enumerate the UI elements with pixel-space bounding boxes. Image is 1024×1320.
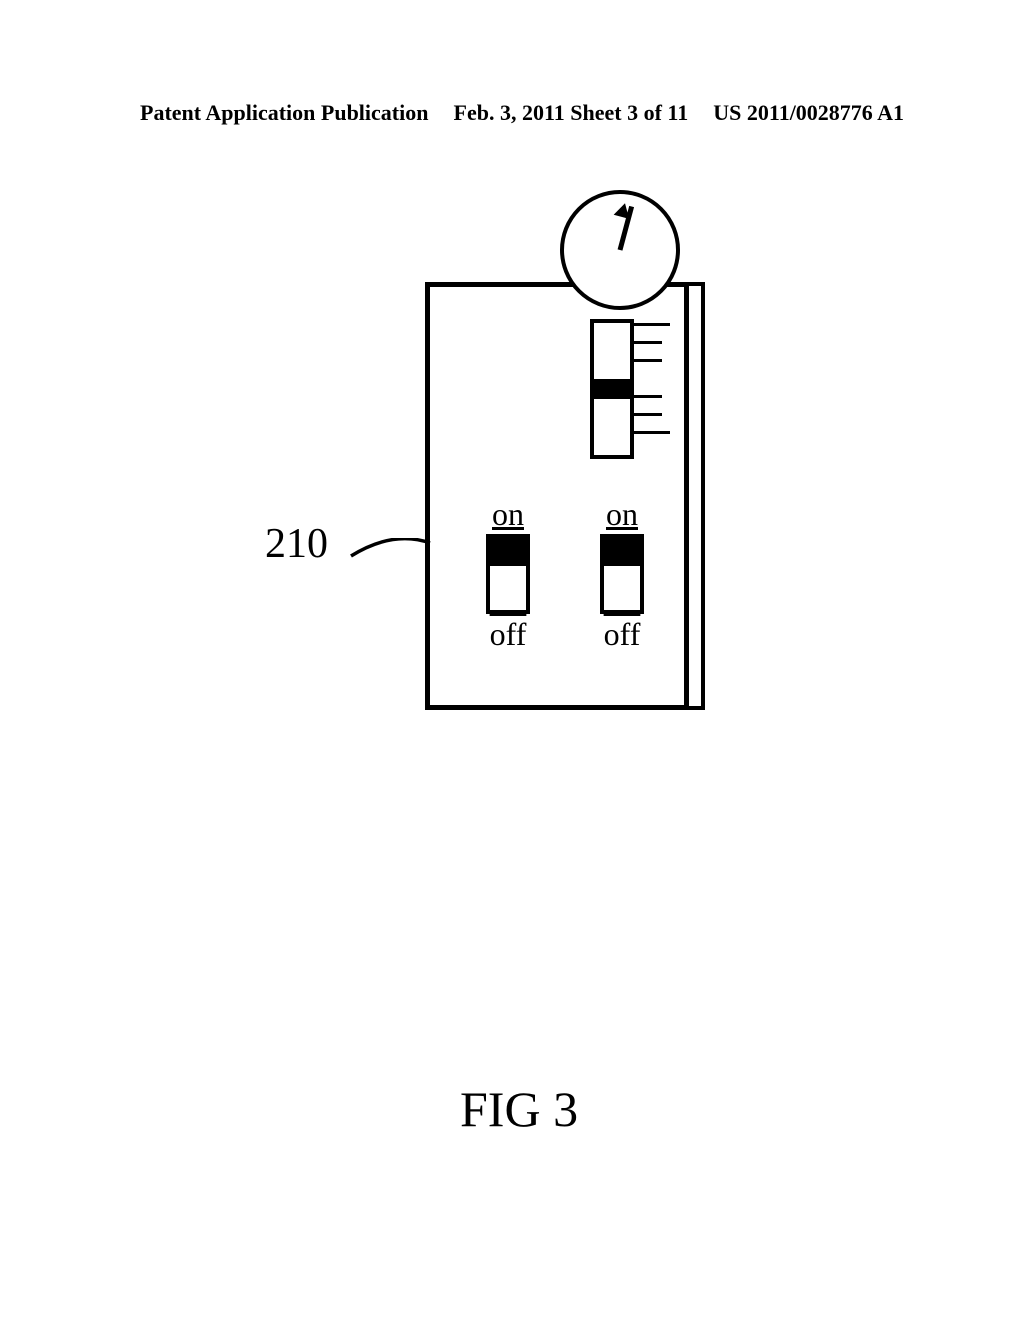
scale-tick xyxy=(634,341,662,344)
scale-tick xyxy=(634,431,670,434)
reference-number: 210 xyxy=(265,520,328,568)
toggle-group-2: on off xyxy=(582,498,662,650)
toggle-switch xyxy=(486,534,530,614)
patent-header: Patent Application Publication Feb. 3, 2… xyxy=(0,100,1024,126)
pressure-gauge xyxy=(560,190,680,310)
scale-tick xyxy=(634,323,670,326)
toggle-off-label: off xyxy=(582,618,662,650)
scale-tick xyxy=(634,359,662,362)
header-center: Feb. 3, 2011 Sheet 3 of 11 xyxy=(454,100,689,126)
scale-slider-knob xyxy=(590,379,634,399)
toggle-on-label: on xyxy=(468,498,548,530)
toggle-switch-position xyxy=(604,538,640,566)
device-body: on off on off xyxy=(425,282,705,710)
toggle-switch-position xyxy=(490,538,526,566)
toggle-on-label: on xyxy=(582,498,662,530)
toggle-switch xyxy=(600,534,644,614)
figure-label: FIG 3 xyxy=(460,1080,578,1138)
leader-line xyxy=(348,538,438,578)
toggle-off-label: off xyxy=(468,618,548,650)
scale-track-lower xyxy=(590,391,634,459)
device-bottom-shelf xyxy=(425,670,689,710)
header-right: US 2011/0028776 A1 xyxy=(713,100,904,126)
header-left: Patent Application Publication xyxy=(140,100,428,126)
scale-tick xyxy=(634,395,662,398)
scale-track-upper xyxy=(590,319,634,387)
toggle-group-1: on off xyxy=(468,498,548,650)
figure-diagram: on off on off xyxy=(425,190,745,710)
device-upper-compartment xyxy=(425,282,689,491)
scale-tick xyxy=(634,413,662,416)
device-lower-compartment: on off on off xyxy=(425,486,689,690)
